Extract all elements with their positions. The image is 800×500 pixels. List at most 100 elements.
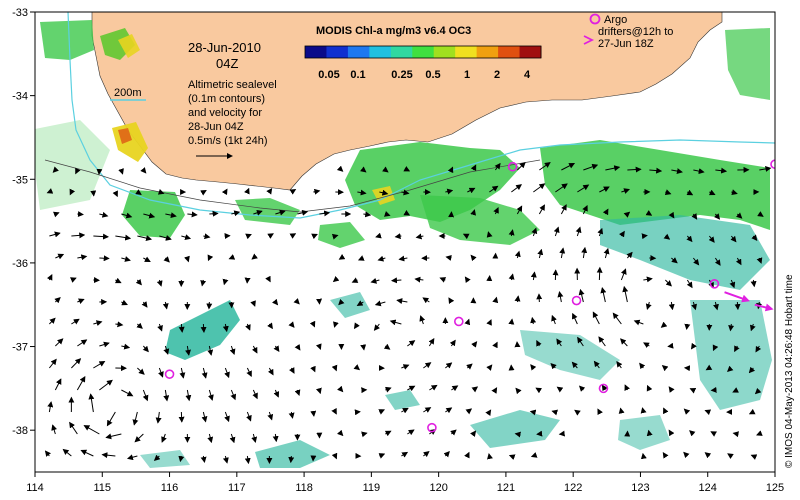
velocity-arrow [297,209,309,216]
velocity-arrow [749,323,756,332]
velocity-arrow [559,247,566,259]
velocity-arrow [508,454,516,460]
velocity-arrow [601,384,608,392]
velocity-arrow [46,274,53,281]
velocity-arrow [209,210,219,217]
velocity-arrow [485,409,492,416]
velocity-arrow [401,189,410,196]
velocity-arrow [200,190,207,196]
velocity-arrow [557,291,564,303]
velocity-arrow [572,312,578,325]
date-label: 28-Jun-2010 [188,40,261,55]
colorbar-swatch [369,46,392,58]
velocity-arrow [598,336,606,347]
velocity-arrow [80,449,94,457]
velocity-arrow [178,455,185,463]
velocity-arrow [539,162,551,171]
velocity-arrow [732,387,739,393]
velocity-arrow [272,298,279,306]
velocity-arrow [159,234,172,241]
velocity-arrow [403,166,411,172]
velocity-arrow [578,385,586,392]
velocity-arrow [470,164,477,172]
velocity-arrow [616,360,623,369]
velocity-arrow [293,298,300,305]
velocity-arrow [273,389,280,398]
velocity-arrow [384,386,392,393]
velocity-arrow [331,233,339,240]
velocity-arrow [470,254,477,262]
velocity-arrow [315,343,322,350]
velocity-arrow [83,425,100,435]
velocity-arrow [508,229,515,237]
velocity-arrow [714,257,721,266]
velocity-arrow [445,407,453,414]
velocity-arrow [140,167,147,174]
colorbar-swatch [498,46,521,58]
velocity-arrow [156,279,163,287]
velocity-arrow [464,318,471,326]
colorbar-swatch [476,46,499,58]
velocity-arrow [705,364,713,371]
velocity-arrow [684,323,691,331]
velocity-arrow [551,409,559,416]
velocity-arrow [577,336,584,347]
velocity-arrow [686,235,693,243]
velocity-arrow [136,322,143,329]
velocity-arrow [530,452,538,458]
velocity-arrow [361,431,368,438]
x-tick-label: 121 [497,482,515,494]
colorbar-title: MODIS Chl-a mg/m3 v6.4 OC3 [316,25,471,37]
velocity-arrow [671,168,683,175]
velocity-arrow [207,389,214,401]
desc-line-4: 28-Jun 04Z [188,121,244,133]
velocity-arrow [162,301,169,310]
x-axis: 114 115 116 117 118 119 120 121 122 123 124 125 [26,472,784,494]
colorbar-tick-label: 2 [494,69,500,81]
velocity-arrow [471,341,478,348]
colorbar-swatch [305,46,327,58]
velocity-arrow [272,433,279,443]
velocity-arrow [47,401,54,413]
velocity-arrow [357,255,365,261]
velocity-arrow [550,362,557,370]
velocity-arrow [553,226,560,237]
velocity-arrow [556,386,564,393]
velocity-arrow [99,211,109,218]
velocity-arrow [467,187,476,194]
velocity-arrow [252,389,258,400]
velocity-arrow [451,385,459,392]
velocity-arrow [179,367,186,379]
velocity-arrow [668,301,675,311]
velocity-arrow [70,277,77,283]
velocity-arrow [134,433,144,443]
velocity-arrow [246,367,252,377]
x-tick-label: 124 [699,482,717,494]
velocity-arrow [373,323,380,331]
velocity-arrow [668,429,675,437]
velocity-arrow [311,233,318,240]
argo-legend-line-1: Argo [604,14,627,26]
velocity-arrow [185,345,191,356]
y-tick-label: -33 [12,7,28,19]
velocity-arrow [728,323,735,332]
velocity-arrow [158,367,164,378]
velocity-arrow [715,167,728,174]
velocity-arrow [331,364,338,372]
velocity-arrow [141,301,148,308]
x-tick-label: 118 [295,482,313,494]
velocity-arrow [618,407,625,414]
velocity-arrow [207,433,214,444]
velocity-arrow [360,344,367,351]
velocity-arrow [377,255,386,262]
colorbar-swatch [519,46,542,58]
velocity-arrow [394,233,402,240]
velocity-arrow [359,166,367,173]
argo-track [754,303,774,312]
velocity-arrow [370,277,380,284]
contour-label: 200m [114,87,142,99]
velocity-arrow [289,189,297,195]
velocity-arrow [266,187,273,195]
velocity-arrow [708,235,715,243]
